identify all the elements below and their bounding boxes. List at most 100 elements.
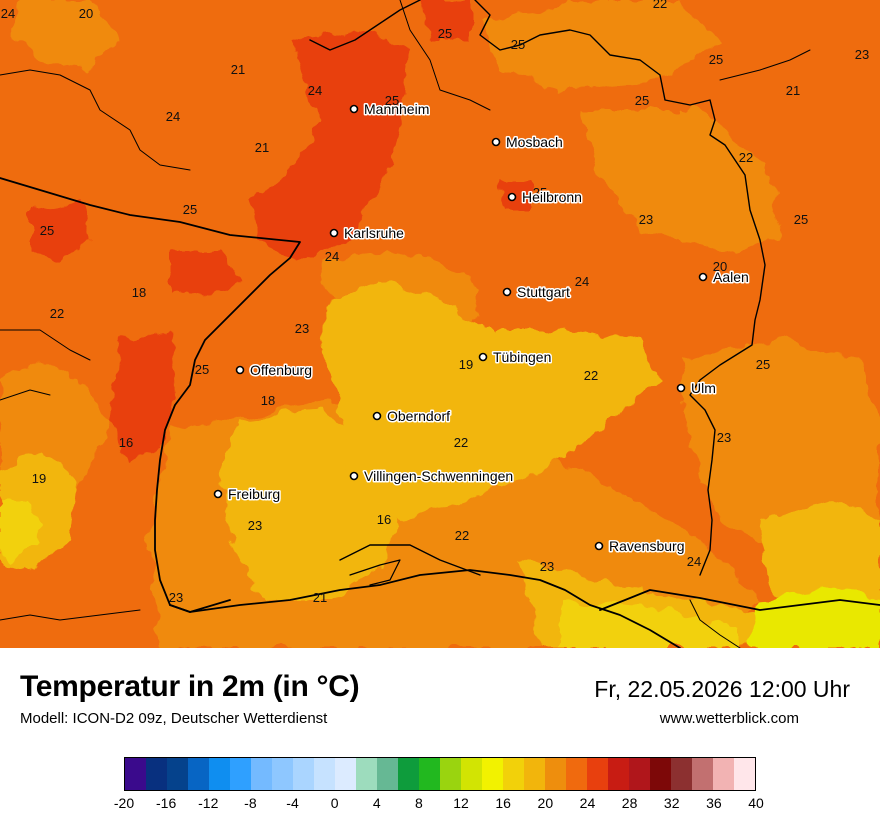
legend-tick: -8 [244,795,257,811]
city-label: Freiburg [228,486,280,502]
city-mosbach: Mosbach [491,133,564,152]
temperature-value-label: 23 [855,47,869,62]
city-dot-icon [349,104,359,114]
legend-swatch [125,758,146,790]
temperature-value-label: 22 [455,528,469,543]
city-dot-icon [329,228,339,238]
temperature-value-label: 18 [261,393,275,408]
thin-border-sw [0,609,141,621]
legend-swatch [293,758,314,790]
temperature-value-label: 25 [635,93,649,108]
temperature-value-label: 22 [653,0,667,11]
zone-16-alps [560,600,740,648]
legend-swatch [356,758,377,790]
temperature-value-label: 25 [533,185,547,200]
forecast-datetime: Fr, 22.05.2026 12:00 Uhr [594,676,850,702]
temperature-value-label: 22 [454,435,468,450]
city-dot-icon [213,489,223,499]
city-label: Mosbach [506,134,563,150]
temperature-value-label: 24 [1,6,15,21]
legend-swatch [608,758,629,790]
temperature-value-label: 21 [231,62,245,77]
temperature-map: 24 20 22 25 25 23 21 25 24 24 25 21 25 21 22 23 25 25 25 24… [0,0,880,648]
city-oberndorf: Oberndorf [372,407,452,426]
city-label: Tübingen [493,349,551,365]
city-karlsruhe: Karlsruhe [329,224,406,243]
city-dot-icon [676,383,686,393]
temperature-value-label: 24 [325,249,339,264]
thin-border-ne [399,0,491,111]
zone-25-west-a [30,200,90,260]
temperature-value-label: 19 [459,357,473,372]
legend-swatch [671,758,692,790]
temperature-value-label: 16 [377,512,391,527]
city-dot-icon [502,287,512,297]
city-aalen: Aalen [698,268,750,287]
legend-tick: 0 [330,795,339,811]
city-label: Karlsruhe [344,225,404,241]
legend-swatch [503,758,524,790]
city-label: Aalen [713,269,749,285]
thin-border-se [689,599,741,648]
temperature-value-label: 18 [132,285,146,300]
legend-swatch [398,758,419,790]
legend-tick: -12 [198,795,219,811]
temperature-value-label: 19 [32,471,46,486]
thin-border-w2 [0,389,51,401]
temperature-value-label: 20 [713,259,727,274]
website-link[interactable]: www.wetterblick.com [659,710,799,727]
city-ravensburg: Ravensburg [594,537,686,556]
legend-swatch [377,758,398,790]
temperature-value-label: 22 [50,306,64,321]
city-heilbronn: Heilbronn [507,188,583,207]
legend-tick: 4 [372,795,381,811]
city-dot-icon [507,192,517,202]
temperature-value-label: 22 [584,368,598,383]
legend-tick: 40 [748,795,764,811]
temperature-value-label: 23 [717,430,731,445]
state-border-west [0,177,301,613]
city-mannheim: Mannheim [349,100,431,119]
city-villingen-schwenningen: Villingen-Schwenningen [349,467,515,486]
temperature-value-label: 24 [687,554,701,569]
legend-tick: 28 [621,795,638,811]
temperature-value-label: 23 [295,321,309,336]
legend-tick: 32 [663,795,680,811]
city-dot-icon [491,137,501,147]
temperature-value-label: 24 [308,83,322,98]
city-dot-icon [372,411,382,421]
city-offenburg: Offenburg [235,361,314,380]
temperature-value-label: 25 [385,93,399,108]
zone-19-alb [320,280,660,520]
legend-swatch [650,758,671,790]
temperature-value-label: 25 [438,26,452,41]
temperature-value-label: 25 [183,202,197,217]
legend-swatch [545,758,566,790]
city-label: Mannheim [364,101,429,117]
temperature-value-label: 21 [313,590,327,605]
city-label: Villingen-Schwenningen [364,468,513,484]
legend-swatch [167,758,188,790]
legend-swatch [734,758,755,790]
zone-25-west-c [110,330,175,460]
legend-swatch [566,758,587,790]
legend-swatch [146,758,167,790]
temperature-value-label: 24 [166,109,180,124]
temperature-value-label: 25 [195,362,209,377]
city-dot-icon [698,272,708,282]
temperature-value-label: 23 [248,518,262,533]
city-ulm: Ulm [676,379,717,398]
city-label: Ulm [691,380,716,396]
east-boundary [599,589,880,611]
legend-tick: 8 [415,795,423,811]
city-label: Oberndorf [387,408,450,424]
legend-swatch [461,758,482,790]
legend-tick-labels: -20 -16 -12 -8 -4 0 4 8 12 16 20 24 28 32 36 40 [114,795,764,813]
legend-tick: 16 [495,795,511,811]
temperature-value-label: 22 [739,150,753,165]
zone-16-south-east [750,590,880,648]
zone-25-rhine-north [250,30,410,260]
color-legend [124,757,756,791]
zone-16-small-west [0,500,40,560]
legend-tick: -20 [113,795,135,811]
